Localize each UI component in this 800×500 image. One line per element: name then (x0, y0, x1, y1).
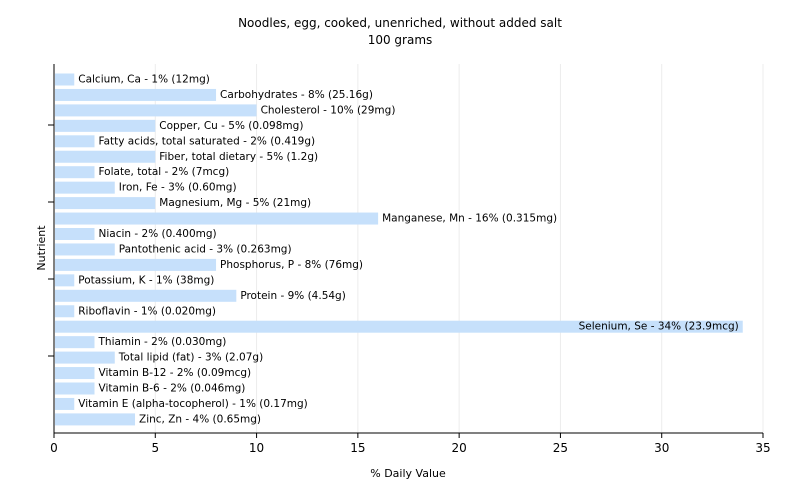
bar (55, 228, 95, 240)
bar-label: Calcium, Ca - 1% (12mg) (78, 74, 210, 86)
bar (55, 274, 75, 287)
bars-group: Calcium, Ca - 1% (12mg) Carbohydrates - 8… (55, 73, 743, 426)
bar (55, 135, 95, 148)
bar-label: Thiamin - 2% (0.030mg) (98, 336, 227, 348)
bar-label: Cholesterol - 10% (29mg) (261, 104, 396, 116)
x-axis-title: % Daily Value (370, 467, 446, 480)
bar-label: Protein - 9% (4.54g) (240, 290, 346, 302)
bar-label: Vitamin E (alpha-tocopherol) - 1% (0.17m… (78, 398, 308, 410)
bar-label: Potassium, K - 1% (38mg) (78, 274, 214, 286)
bar-label: Selenium, Se - 34% (23.9mcg) (579, 321, 739, 333)
bar-label: Folate, total - 2% (7mcg) (99, 166, 230, 178)
bar-label: Carbohydrates - 8% (25.16g) (220, 89, 373, 101)
bar (55, 181, 115, 194)
bar (55, 150, 156, 163)
y-axis-title: Nutrient (35, 225, 48, 271)
bar (55, 119, 156, 132)
x-tick-label: 0 (50, 441, 58, 455)
chart-title: Noodles, egg, cooked, unenriched, withou… (238, 16, 562, 30)
axes: 0 5 10 15 20 25 30 35 (48, 64, 771, 455)
bar-label: Fiber, total dietary - 5% (1.2g) (159, 151, 318, 163)
x-tick-label: 25 (553, 441, 568, 455)
bar (55, 166, 95, 179)
bar (55, 212, 379, 225)
bar (55, 289, 237, 302)
bar (55, 336, 95, 349)
bar (55, 382, 95, 395)
bar-label: Phosphorus, P - 8% (76mg) (220, 259, 363, 271)
bar (55, 320, 743, 333)
bar (55, 243, 115, 256)
bar-label: Total lipid (fat) - 3% (2.07g) (118, 352, 263, 364)
bar (55, 73, 75, 86)
bar-label: Niacin - 2% (0.400mg) (99, 228, 217, 240)
bar-label: Magnesium, Mg - 5% (21mg) (159, 197, 311, 209)
bar (55, 367, 95, 380)
bar-label: Manganese, Mn - 16% (0.315mg) (382, 213, 557, 225)
bar (55, 351, 115, 364)
x-tick-label: 15 (350, 441, 365, 455)
bar-label: Zinc, Zn - 4% (0.65mg) (139, 413, 261, 425)
x-tick-label: 5 (151, 441, 159, 455)
x-tick-label: 10 (249, 441, 264, 455)
bar (55, 305, 75, 318)
x-tick-label: 30 (654, 441, 669, 455)
gridlines (154, 64, 764, 433)
bar-label: Iron, Fe - 3% (0.60mg) (119, 182, 237, 194)
bar (55, 397, 75, 410)
bar-label: Pantothenic acid - 3% (0.263mg) (119, 243, 292, 255)
x-tick-label: 20 (452, 441, 467, 455)
bar-label: Fatty acids, total saturated - 2% (0.419… (99, 135, 316, 147)
chart-subtitle: 100 grams (368, 33, 433, 47)
bar-label: Copper, Cu - 5% (0.098mg) (159, 120, 303, 132)
x-tick-label: 35 (755, 441, 770, 455)
bar (55, 88, 217, 101)
bar (55, 413, 136, 426)
bar (55, 258, 217, 271)
bar (55, 197, 156, 210)
bar-label: Vitamin B-6 - 2% (0.046mg) (99, 383, 246, 395)
bar-label: Vitamin B-12 - 2% (0.09mcg) (99, 367, 252, 379)
bar (55, 104, 257, 117)
bar-label: Riboflavin - 1% (0.020mg) (78, 305, 216, 317)
